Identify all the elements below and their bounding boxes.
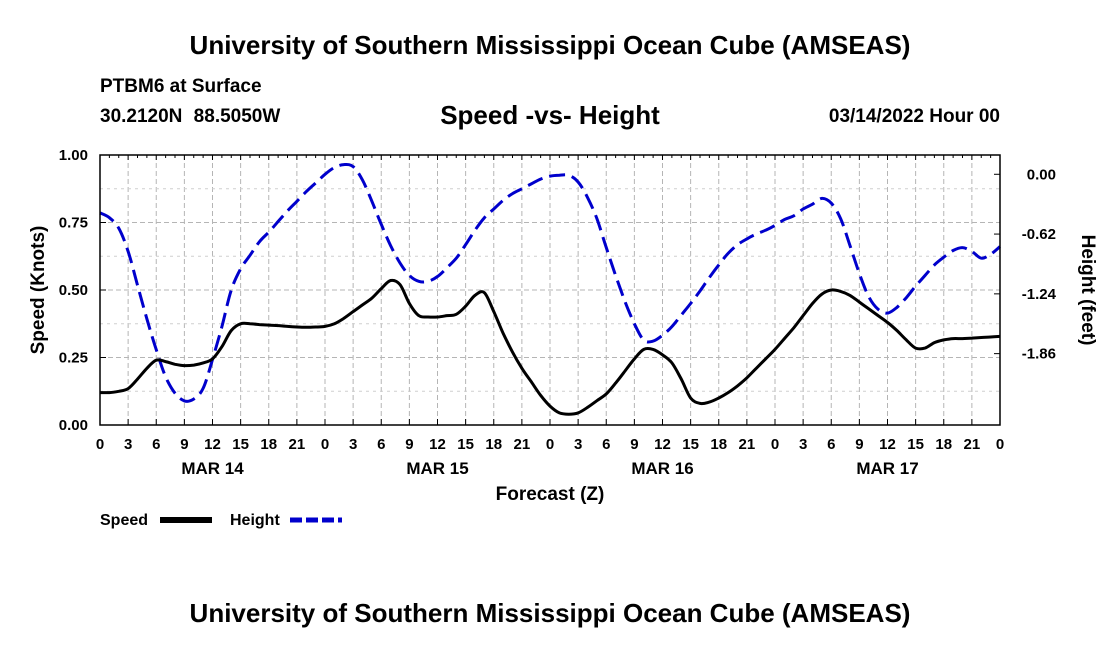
x-tick-label: 9: [855, 436, 863, 453]
footer-title: University of Southern Mississippi Ocean…: [189, 598, 911, 628]
y2-tick-label: -0.62: [1022, 226, 1056, 243]
x-tick-label: 21: [514, 436, 531, 453]
y2-tick-label: -1.24: [1022, 286, 1057, 303]
x-tick-label: 21: [964, 436, 981, 453]
x-tick-label: 6: [602, 436, 610, 453]
day-label: MAR 14: [181, 459, 244, 478]
x-tick-label: 0: [771, 436, 779, 453]
legend-label-height: Height: [230, 512, 280, 529]
x-tick-label: 6: [827, 436, 835, 453]
forecast-datetime: 03/14/2022 Hour 00: [828, 106, 1000, 127]
day-label: MAR 16: [631, 459, 693, 478]
x-tick-label: 18: [260, 436, 277, 453]
x-axis-label: Forecast (Z): [496, 484, 605, 505]
x-tick-label: 3: [574, 436, 582, 453]
x-tick-label: 3: [124, 436, 132, 453]
main-title: University of Southern Mississippi Ocean…: [189, 30, 911, 60]
x-tick-label: 15: [682, 436, 699, 453]
station-coordinates: 30.2120N 88.5050W: [100, 106, 281, 127]
x-tick-label: 6: [152, 436, 160, 453]
y-tick-label: 0.50: [59, 282, 88, 299]
y2-axis-label: Height (feet): [1077, 235, 1098, 346]
x-tick-label: 9: [630, 436, 638, 453]
series-line-speed: [99, 278, 1001, 416]
day-label: MAR 15: [406, 459, 468, 478]
station-name: PTBM6 at Surface: [100, 76, 262, 97]
x-tick-label: 0: [546, 436, 554, 453]
y2-tick-label: -1.86: [1022, 346, 1056, 363]
legend-label-speed: Speed: [100, 512, 148, 529]
x-tick-label: 21: [739, 436, 756, 453]
x-tick-label: 9: [180, 436, 188, 453]
x-tick-label: 0: [996, 436, 1004, 453]
legend: Speed Height: [100, 512, 342, 529]
x-tick-label: 18: [935, 436, 952, 453]
y-axis-label: Speed (Knots): [28, 226, 49, 355]
x-tick-label: 6: [377, 436, 385, 453]
x-tick-label: 3: [349, 436, 357, 453]
series-line-height: [99, 163, 1001, 403]
y-tick-label: 0.00: [59, 417, 88, 434]
series-lines: [99, 163, 1001, 416]
x-tick-label: 12: [204, 436, 221, 453]
x-tick-label: 0: [321, 436, 329, 453]
x-tick-label: 18: [485, 436, 502, 453]
x-tick-label: 18: [710, 436, 727, 453]
y-tick-label: 0.25: [59, 350, 88, 367]
chart-subtitle: Speed -vs- Height: [440, 100, 660, 130]
x-tick-label: 9: [405, 436, 413, 453]
x-tick-label: 0: [96, 436, 104, 453]
x-tick-label: 12: [654, 436, 671, 453]
y-tick-label: 1.00: [59, 147, 88, 164]
day-label: MAR 17: [856, 459, 918, 478]
x-tick-label: 3: [799, 436, 807, 453]
x-tick-label: 15: [907, 436, 924, 453]
x-tick-label: 12: [879, 436, 896, 453]
x-tick-label: 15: [457, 436, 474, 453]
axes: 0 3 6 9 12 15 18 21 0 3 6 9 12 15 18 21 0 3 6 9 12 15 18 21 0 3 6 9…: [59, 147, 1057, 478]
x-tick-label: 12: [429, 436, 446, 453]
y2-tick-label: 0.00: [1027, 166, 1056, 183]
y-tick-label: 0.75: [59, 215, 88, 232]
x-tick-label: 15: [232, 436, 249, 453]
x-tick-label: 21: [289, 436, 306, 453]
